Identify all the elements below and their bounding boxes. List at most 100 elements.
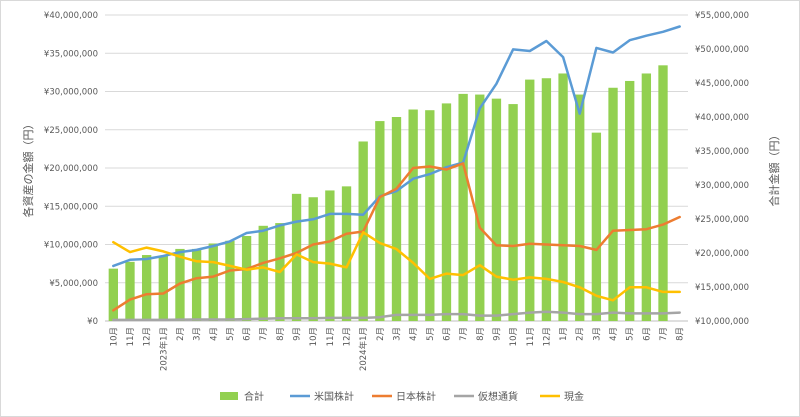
x-axis-ticks: 10月 11月 12月 2023年1月 2月 3月 4月 5月 6月 7月 8月 9月 10月 11月 12… [109,327,685,371]
x-axis-tick-label: 2月 [176,327,186,341]
left-axis-tick-label: ¥30,000,000 [44,88,98,98]
right-axis-tick-label: ¥30,000,000 [695,181,749,191]
bar-total [108,268,118,321]
right-axis-tick-label: ¥15,000,000 [695,283,749,293]
legend-swatch [220,392,238,400]
right-axis-tick-label: ¥55,000,000 [695,11,749,21]
x-axis-tick-label: 7月 [259,327,269,341]
bar-total [475,94,485,321]
bar-total [425,110,435,321]
right-axis-tick-label: ¥45,000,000 [695,79,749,89]
left-axis-tick-label: ¥35,000,000 [44,49,98,59]
x-axis-tick-label: 11月 [526,327,536,346]
legend-label: 日本株計 [396,390,436,403]
x-axis-tick-label: 8月 [476,327,486,341]
x-axis-tick-label: 1月 [559,327,569,341]
x-axis-tick-label: 5月 [226,327,236,341]
left-axis-tick-label: ¥5,000,000 [49,279,98,289]
bar-total [341,186,352,321]
bar-total [558,73,568,321]
bar-series-total [108,65,668,322]
line-series-group [112,25,681,322]
bar-total [408,109,418,322]
x-axis-tick-label: 10月 [509,327,519,346]
x-axis-tick-label: 2024年1月 [358,327,369,371]
bar-total [508,104,518,321]
x-axis-tick-label: 2023年1月 [158,327,169,371]
bar-total [291,193,302,321]
legend-label: 合計 [244,390,264,403]
bar-total [241,236,252,321]
left-axis-tick-label: ¥15,000,000 [44,202,98,212]
x-axis-tick-label: 5月 [626,327,636,341]
x-axis-tick-label: 4月 [209,327,219,341]
x-axis-tick-label: 10月 [109,327,119,346]
bar-total [575,94,585,321]
right-axis-tick-label: ¥20,000,000 [695,249,749,259]
x-axis-tick-label: 5月 [426,327,436,341]
x-axis-tick-label: 7月 [659,327,669,341]
x-axis-tick-label: 11月 [326,327,336,346]
left-axis-tick-label: ¥40,000,000 [44,11,98,21]
bar-total [608,87,618,321]
bar-total [325,190,335,321]
legend: 合計 米国株計 日本株計 仮想通貨 現金 [220,390,584,403]
left-axis-tick-label: ¥20,000,000 [44,164,98,174]
left-axis-label: 各資産の金額（円） [21,119,35,218]
bar-total [158,255,168,321]
bar-total [208,243,218,321]
bar-total [191,248,202,321]
right-axis-tick-label: ¥25,000,000 [695,215,749,225]
bar-total [625,80,635,322]
left-axis-ticks: ¥0 ¥5,000,000 ¥10,000,000 ¥15,000,000 ¥20,00… [44,11,98,327]
x-axis-tick-label: 8月 [276,327,286,341]
left-axis-tick-label: ¥10,000,000 [44,241,98,251]
bar-total [375,121,385,321]
x-axis-tick-label: 12月 [542,327,552,346]
right-axis-tick-label: ¥40,000,000 [695,113,749,123]
bar-total [641,73,652,321]
bar-total [525,79,535,321]
bar-total [658,65,668,321]
bar-total [391,117,402,321]
legend-label: 現金 [564,390,584,403]
x-axis-tick-label: 8月 [676,327,686,341]
x-axis-tick-label: 6月 [442,327,452,341]
x-axis-tick-label: 3月 [393,327,403,341]
x-axis-tick-label: 2月 [576,327,586,341]
x-axis-tick-label: 9月 [492,327,502,341]
bar-total [458,93,468,321]
bar-total [308,197,318,321]
line-series-0 [112,25,681,268]
bar-total [591,132,602,321]
x-axis-tick-label: 3月 [193,327,203,341]
bar-total [141,255,152,321]
bar-total [225,240,235,321]
right-axis-tick-label: ¥50,000,000 [695,45,749,55]
x-axis-tick-label: 6月 [642,327,652,341]
bar-total [491,98,502,321]
line-series-3 [112,231,681,302]
x-axis-tick-label: 6月 [243,327,253,341]
line-series-1 [112,162,681,312]
x-axis-tick-label: 9月 [293,327,303,341]
right-axis-tick-label: ¥35,000,000 [695,147,749,157]
bar-total [441,103,452,322]
right-axis-tick-label: ¥10,000,000 [695,317,749,327]
bar-total [258,225,268,321]
x-axis-tick-label: 4月 [409,327,419,341]
line-series-2 [112,310,681,322]
x-axis-tick-label: 3月 [592,327,602,341]
x-axis-tick-label: 11月 [126,327,136,346]
x-axis-tick-label: 7月 [459,327,469,341]
x-axis-tick-label: 2月 [376,327,386,341]
right-axis-ticks: ¥10,000,000 ¥15,000,000 ¥20,000,000 ¥25,000… [695,11,749,327]
left-axis-tick-label: ¥25,000,000 [44,126,98,136]
x-axis-tick-label: 10月 [309,327,319,346]
x-axis-tick-label: 4月 [609,327,619,341]
x-axis-tick-label: 12月 [143,327,153,346]
legend-label: 米国株計 [314,390,354,403]
x-axis-tick-label: 12月 [343,327,353,346]
right-axis-label: 合計金額（円） [767,130,781,207]
